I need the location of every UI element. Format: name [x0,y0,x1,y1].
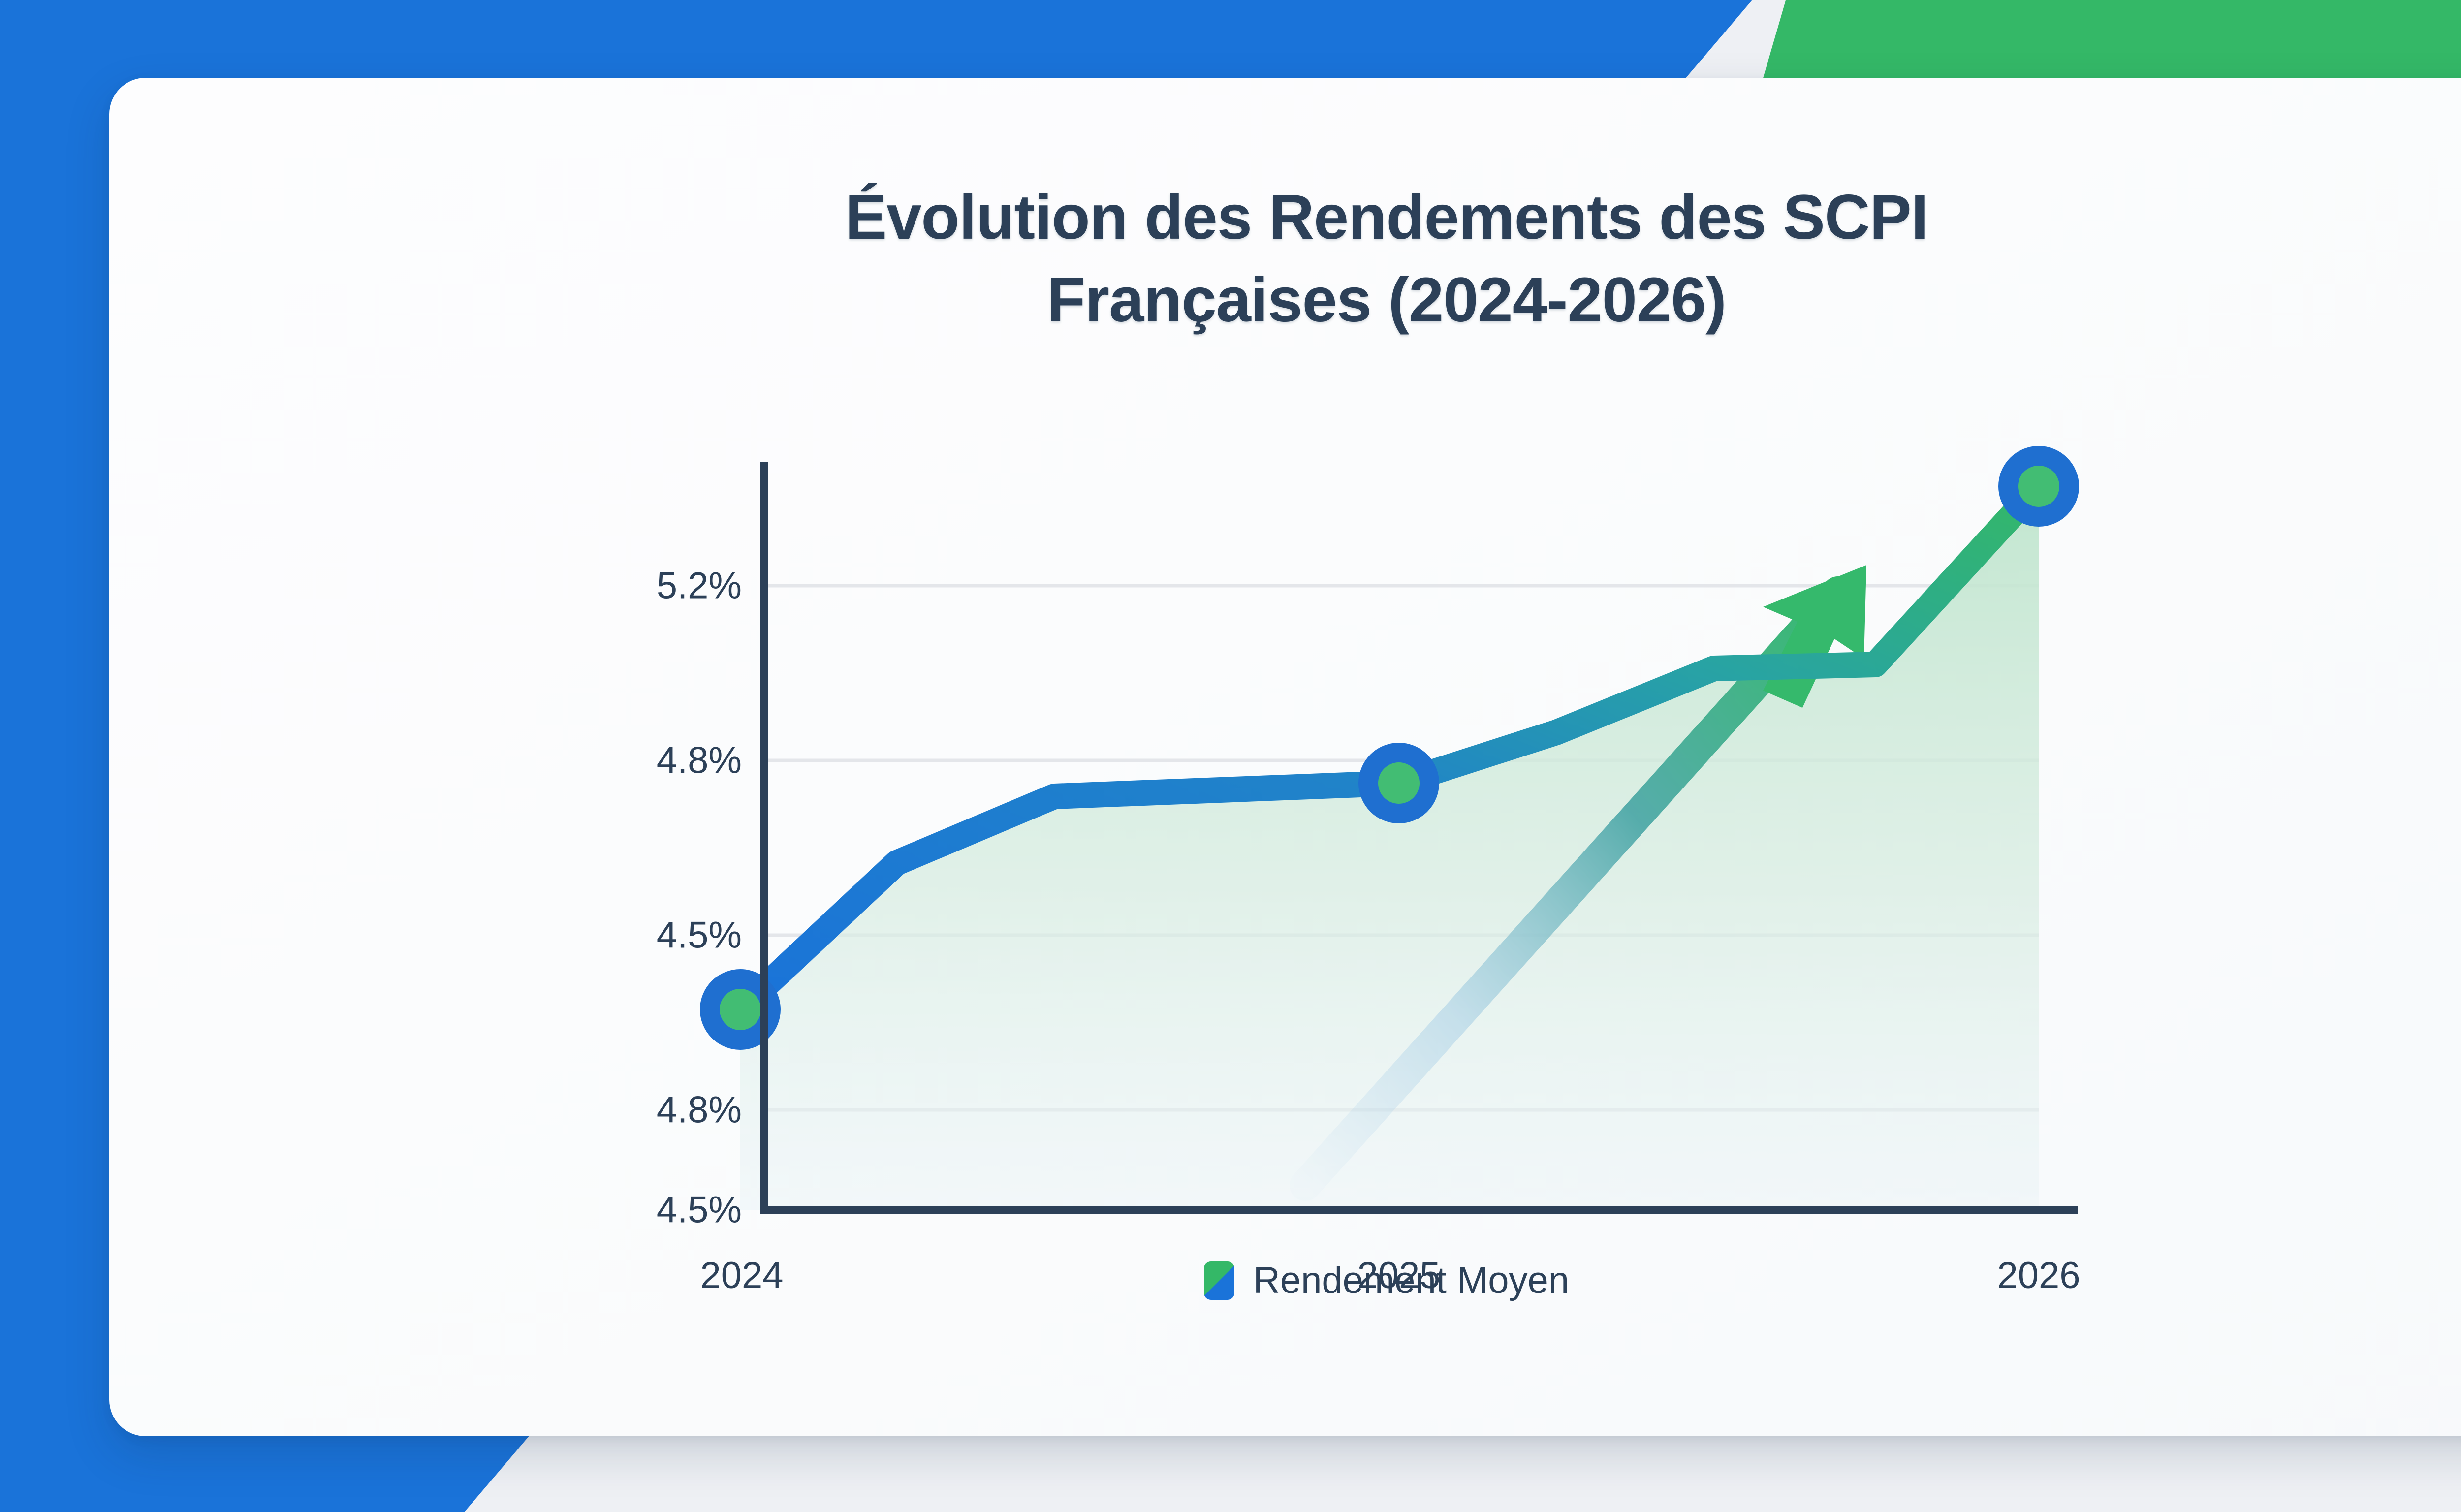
legend-item-label: Rendement Moyen [1253,1260,1570,1301]
x-tick-label-2024: 2024 [700,1255,784,1296]
series-line-rendement-moyen [727,473,2051,1022]
page-title-line-1: Évolution des Rendements des SCPI [845,182,1928,252]
data-point-markers [700,446,2079,1050]
legend-item-rendement-moyen[interactable]: Rendement Moyen [1203,1259,1570,1302]
y-tick-label-5: 5.2% [656,565,742,607]
data-point-2025[interactable] [1358,743,1439,823]
axes [760,462,2078,1214]
chart-container: 5.2% 4.8% 4.5% 4.8% 4.5% 2024 2025 2026 … [109,78,2461,1436]
y-tick-label-2: 4.8% [656,1089,742,1131]
x-tick-label-2025: 2025 [1357,1255,1441,1296]
chart-card: Évolution des Rendements des SCPI França… [109,78,2461,1436]
y-tick-label-1: 4.5% [656,1189,742,1231]
page-title: Évolution des Rendements des SCPI França… [109,176,2461,341]
y-tick-label-4: 4.8% [656,739,742,782]
x-tick-label-2026: 2026 [1997,1255,2081,1296]
chart-legend: Rendement Moyen [109,1259,2461,1302]
data-point-2026[interactable] [1998,446,2079,527]
legend-swatch-icon [1203,1261,1234,1300]
y-tick-label-3: 4.5% [656,914,742,956]
area-fill [740,486,2039,1210]
page-title-line-2: Françaises (2024-2026) [1047,264,1727,335]
line-chart-svg [700,446,2079,1214]
data-point-2024[interactable] [700,969,781,1050]
